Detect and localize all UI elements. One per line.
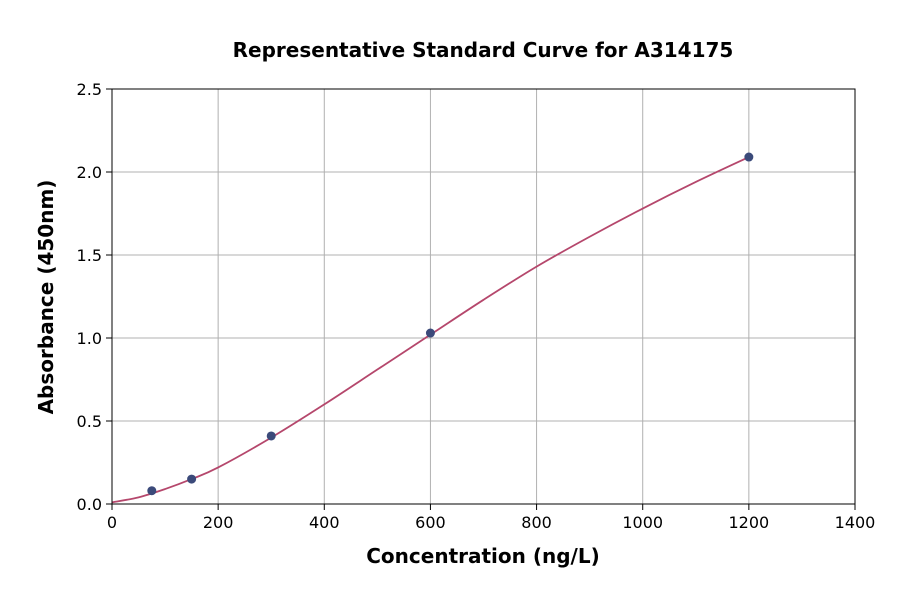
data-points-layer <box>147 152 754 496</box>
fit-curve <box>111 156 750 504</box>
x-tick-label: 800 <box>521 513 552 532</box>
chart-title: Representative Standard Curve for A31417… <box>233 38 734 62</box>
plot-frame <box>111 88 856 505</box>
y-tick-label: 1.0 <box>77 329 102 348</box>
x-tick-label: 400 <box>309 513 340 532</box>
data-point <box>744 152 754 162</box>
x-tick-label: 1200 <box>728 513 769 532</box>
y-axis-label: Absorbance (450nm) <box>34 180 58 415</box>
y-tick-label: 0.0 <box>77 495 102 514</box>
x-tick-label: 0 <box>107 513 117 532</box>
y-tick-label: 1.5 <box>77 246 102 265</box>
data-point <box>147 486 157 496</box>
y-tick-label: 2.5 <box>77 80 102 99</box>
y-tick-label: 0.5 <box>77 412 102 431</box>
data-point <box>425 328 435 338</box>
data-point <box>187 474 197 484</box>
x-tick-label: 1400 <box>835 513 876 532</box>
fit-curve-layer <box>111 156 750 504</box>
x-axis-label: Concentration (ng/L) <box>366 544 599 568</box>
x-tick-label: 200 <box>203 513 234 532</box>
data-point <box>266 431 276 441</box>
x-tick-label: 600 <box>415 513 446 532</box>
grid <box>112 89 855 504</box>
axis-ticks: 0 200 400 600 800 1000 1200 1400 0.0 0.5 1.0 1.5 2.0… <box>77 80 876 532</box>
x-tick-label: 1000 <box>622 513 663 532</box>
y-tick-label: 2.0 <box>77 163 102 182</box>
